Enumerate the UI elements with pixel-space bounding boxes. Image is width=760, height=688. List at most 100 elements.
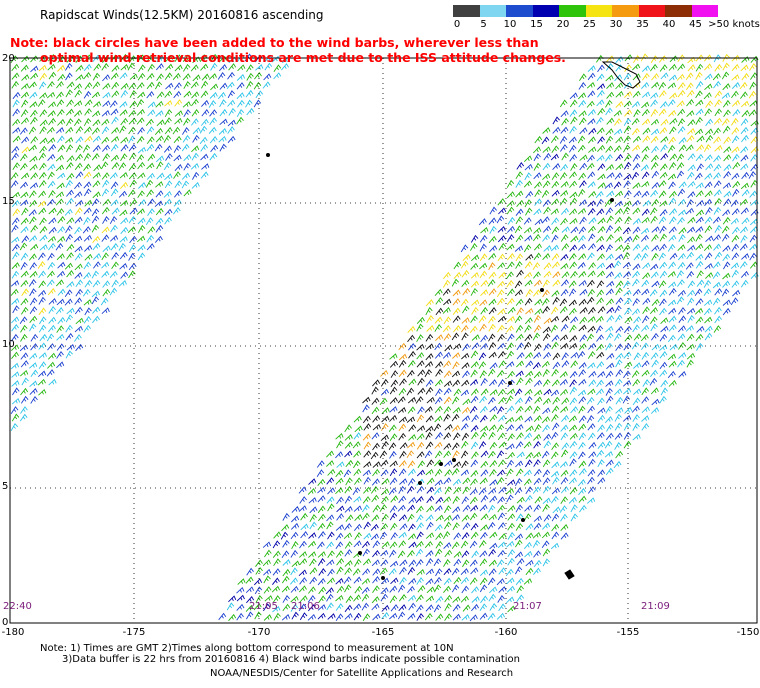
wind-barb [146, 143, 155, 152]
wind-barb [389, 612, 398, 620]
wind-barb [102, 179, 110, 188]
speed-scale-label: 45 [689, 19, 702, 30]
wind-barb [479, 262, 488, 270]
wind-barb [397, 550, 406, 559]
wind-barb [713, 117, 722, 125]
wind-barb [659, 101, 668, 109]
wind-barb [532, 146, 542, 154]
wind-barb [389, 386, 398, 395]
wind-barb [569, 197, 578, 206]
wind-barb [398, 514, 407, 522]
wind-barb [534, 298, 543, 306]
wind-barb [255, 567, 263, 575]
wind-barb [128, 262, 137, 271]
wind-barb [47, 153, 56, 161]
wind-barb [470, 287, 478, 296]
wind-barb [425, 514, 434, 522]
wind-barb [37, 200, 47, 208]
wind-barb [514, 225, 523, 234]
wind-barb [48, 316, 57, 324]
wind-barb [416, 441, 425, 450]
wind-barb [128, 144, 137, 152]
wind-barb [615, 343, 623, 351]
wind-barb [523, 217, 532, 225]
wind-barb [525, 207, 533, 216]
wind-barb [460, 576, 469, 584]
wind-barb [660, 317, 669, 325]
wind-barb [200, 144, 208, 152]
wind-barb [354, 558, 362, 567]
wind-barb [300, 512, 308, 521]
flag-dot [418, 481, 422, 485]
wind-barb [677, 359, 685, 368]
wind-barb [407, 594, 417, 602]
wind-barb [354, 585, 363, 594]
wind-barb [552, 163, 561, 171]
wind-barb [613, 260, 622, 269]
wind-barb [10, 344, 20, 352]
wind-barb [379, 450, 388, 459]
wind-barb [515, 234, 524, 243]
wind-barb [371, 559, 380, 567]
wind-barb [596, 334, 604, 342]
wind-barb [577, 135, 586, 144]
wind-barb [650, 407, 660, 414]
wind-barb [478, 487, 487, 495]
wind-barb [444, 549, 453, 558]
wind-barb [669, 126, 677, 135]
wind-barb [82, 288, 91, 297]
wind-barb [588, 146, 597, 153]
wind-barb [686, 359, 694, 368]
wind-barb [541, 416, 550, 424]
wind-barb [39, 126, 47, 135]
wind-barb [533, 271, 541, 279]
wind-barb [641, 82, 650, 90]
wind-barb [281, 56, 291, 64]
wind-barb [649, 377, 658, 386]
wind-barb [425, 532, 435, 539]
wind-barb [588, 458, 596, 467]
wind-barb [354, 477, 362, 485]
wind-barb [534, 424, 542, 433]
wind-barb [560, 144, 568, 152]
wind-barb [434, 487, 442, 495]
wind-barb [335, 524, 345, 531]
wind-barb [408, 343, 416, 351]
wind-barb [326, 602, 334, 611]
wind-barb [281, 614, 291, 621]
wind-barb [578, 279, 587, 287]
wind-barb [399, 442, 408, 450]
wind-barb [39, 109, 48, 117]
wind-barb [534, 389, 543, 397]
wind-barb [272, 540, 281, 549]
wind-barb [19, 181, 28, 189]
wind-barb [597, 107, 606, 116]
wind-barb [442, 307, 451, 314]
wind-barb [542, 146, 551, 153]
wind-barb [372, 442, 380, 451]
wind-barb [12, 208, 21, 217]
wind-barb [478, 218, 487, 226]
wind-barb [705, 272, 714, 279]
wind-barb [102, 100, 111, 107]
wind-barb [678, 342, 686, 350]
wind-barb [489, 469, 497, 477]
wind-barb [659, 351, 668, 359]
wind-barb [452, 315, 461, 323]
wind-barb [226, 602, 235, 611]
wind-barb [678, 315, 687, 323]
wind-barb [399, 378, 407, 386]
wind-barb [552, 271, 561, 279]
wind-barb [470, 350, 479, 359]
wind-barb [164, 72, 173, 81]
wind-barb [712, 281, 721, 289]
wind-barb [559, 135, 568, 144]
wind-barb [145, 179, 154, 188]
wind-barb [20, 270, 29, 278]
wind-barb [471, 299, 480, 306]
wind-barb [559, 334, 569, 341]
wind-barb [407, 460, 416, 469]
wind-barb [533, 379, 542, 387]
wind-barb [75, 288, 83, 297]
wind-barb [694, 172, 703, 180]
